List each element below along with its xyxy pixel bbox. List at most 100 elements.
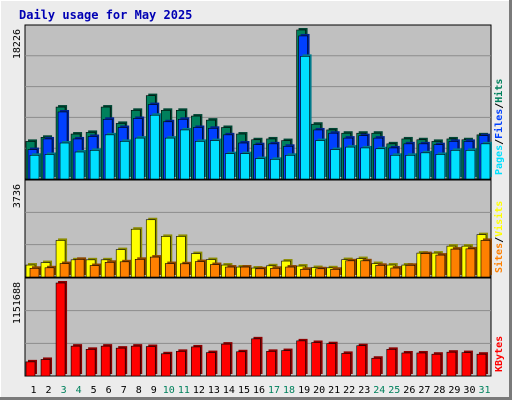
x-tick-label-8: 8 <box>136 385 142 396</box>
ymax-label-kbytes: 1151688 <box>12 282 23 324</box>
bar-pages-day-12-face <box>195 141 205 180</box>
bar-sites-day-8 <box>134 257 147 278</box>
bar-sites-day-24-face <box>375 265 386 278</box>
bar-kbytes-day-28-face <box>431 353 442 377</box>
legend-entry: / <box>494 139 505 145</box>
bar-kbytes-day-28 <box>431 352 443 377</box>
bar-pages-day-26-face <box>405 154 416 180</box>
bar-sites-day-11 <box>180 261 192 278</box>
bar-kbytes-day-19 <box>296 338 308 377</box>
bar-pages-day-30-face <box>465 150 476 180</box>
bar-pages-day-1 <box>29 153 41 180</box>
x-tick-label-4: 4 <box>76 385 82 396</box>
bar-kbytes-day-18-face <box>281 350 291 377</box>
bar-sites-day-24 <box>375 263 387 278</box>
bar-kbytes-day-12 <box>191 344 203 377</box>
x-tick-label-7: 7 <box>121 385 127 396</box>
bar-kbytes-day-25 <box>386 347 398 377</box>
bar-pages-day-24-face <box>375 148 386 180</box>
bar-kbytes-day-15 <box>236 349 248 377</box>
bar-pages-day-22 <box>345 145 357 180</box>
bar-pages-day-5-face <box>89 150 100 180</box>
legend-entry: Pages <box>494 145 505 175</box>
bar-pages-day-2 <box>44 152 57 180</box>
bar-kbytes-day-13-face <box>206 352 216 377</box>
bar-sites-day-14-face <box>225 266 235 278</box>
x-tick-label-22: 22 <box>343 385 355 396</box>
bar-kbytes-day-29 <box>446 350 458 377</box>
bar-sites-day-14 <box>225 265 237 278</box>
bar-pages-day-29 <box>450 148 462 180</box>
bar-kbytes-day-8-face <box>130 345 141 377</box>
bar-kbytes-day-15-face <box>236 351 246 377</box>
bar-sites-day-23-face <box>360 260 371 278</box>
bar-kbytes-day-30 <box>461 350 473 377</box>
x-tick-label-27: 27 <box>418 385 430 396</box>
bar-pages-day-20 <box>315 138 327 180</box>
x-tick-label-21: 21 <box>328 385 340 396</box>
bar-pages-day-8-face <box>134 137 145 180</box>
bar-pages-day-23 <box>360 145 372 180</box>
x-tick-label-28: 28 <box>433 385 445 396</box>
x-tick-label-12: 12 <box>193 385 205 396</box>
bar-kbytes-day-11 <box>176 349 188 377</box>
x-tick-label-26: 26 <box>403 385 415 396</box>
bar-kbytes-day-29-face <box>446 351 457 377</box>
legend-entry: KBytes <box>494 336 505 372</box>
bar-kbytes-day-27 <box>416 350 428 377</box>
bar-kbytes-day-2 <box>40 357 53 377</box>
bar-sites-day-19 <box>300 267 312 278</box>
bar-kbytes-day-9-face <box>145 346 156 377</box>
bar-kbytes-day-8 <box>130 344 143 377</box>
bar-sites-day-9-face <box>149 256 160 278</box>
bar-sites-day-27-face <box>420 253 431 278</box>
bar-sites-day-13-face <box>210 264 220 278</box>
bar-pages-day-6-face <box>104 134 115 180</box>
x-tick-label-9: 9 <box>151 385 157 396</box>
bar-kbytes-day-26 <box>401 350 413 377</box>
chart-title: Daily usage for May 2025 <box>19 8 192 22</box>
bar-pages-day-14 <box>225 151 237 180</box>
x-tick-label-14: 14 <box>223 385 235 396</box>
x-tick-label-18: 18 <box>283 385 295 396</box>
bar-kbytes-day-16-face <box>251 338 261 377</box>
bar-sites-day-4-face <box>74 259 85 278</box>
bar-kbytes-day-11-face <box>176 351 186 377</box>
bar-kbytes-day-3 <box>55 281 68 377</box>
bar-pages-day-19-face <box>300 56 310 180</box>
bar-pages-day-30 <box>465 148 477 180</box>
bar-pages-day-22-face <box>345 146 355 180</box>
x-tick-label-2: 2 <box>46 385 52 396</box>
bar-kbytes-day-27-face <box>416 352 427 377</box>
bar-kbytes-day-5 <box>85 347 98 377</box>
bar-pages-day-23-face <box>360 147 371 180</box>
bar-sites-day-15 <box>240 265 252 278</box>
bar-sites-day-6 <box>104 260 117 278</box>
bar-pages-day-21-face <box>330 149 340 180</box>
bar-kbytes-day-17 <box>266 349 278 377</box>
bar-sites-day-15-face <box>240 266 250 278</box>
bar-kbytes-day-26-face <box>401 352 412 377</box>
bar-pages-day-4-face <box>74 151 85 180</box>
bar-kbytes-day-10 <box>160 351 173 377</box>
bar-kbytes-day-6 <box>100 344 113 377</box>
bar-pages-day-14-face <box>225 153 235 180</box>
x-tick-label-30: 30 <box>463 385 475 396</box>
bar-kbytes-day-16 <box>251 336 263 377</box>
bar-pages-day-28 <box>435 152 447 180</box>
bar-kbytes-day-23 <box>356 343 368 377</box>
bar-pages-day-9-face <box>149 114 160 180</box>
legend-hits-files-pages: Pages/Files/Hits <box>493 79 505 175</box>
bar-kbytes-day-1-face <box>25 361 36 377</box>
x-tick-label-5: 5 <box>91 385 97 396</box>
legend-entry: / <box>494 103 505 109</box>
bar-kbytes-day-31 <box>476 352 488 377</box>
bar-pages-day-16-face <box>255 158 265 180</box>
bar-sites-day-13 <box>210 262 222 278</box>
bar-kbytes-day-2-face <box>40 359 51 377</box>
legend-visits-sites: Sites/Visits <box>493 201 505 273</box>
bar-pages-day-18-face <box>285 154 295 180</box>
bar-kbytes-day-1 <box>25 359 37 377</box>
bar-pages-day-12 <box>195 139 207 180</box>
